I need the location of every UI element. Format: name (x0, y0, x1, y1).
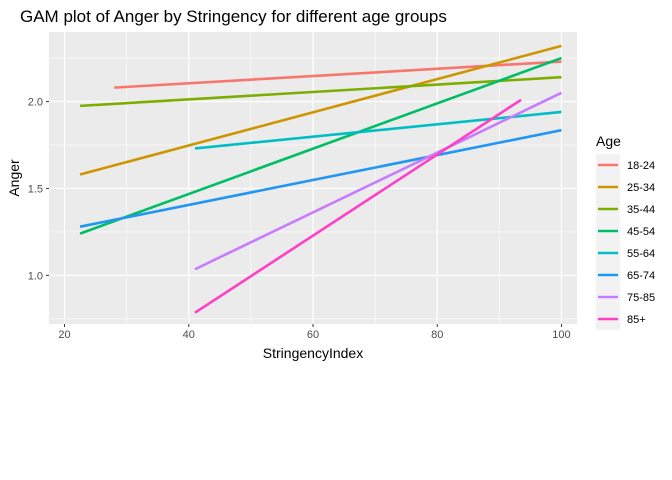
legend-label-85+: 85+ (627, 314, 646, 326)
legend-label-25-34: 25-34 (627, 182, 655, 194)
series-line-65-74 (79, 128, 562, 228)
y-axis-title: Anger (6, 159, 22, 197)
x-tick-label: 40 (183, 329, 195, 341)
series-line-45-54 (79, 56, 562, 235)
legend: Age 18-24 25-34 35-44 45-54 55-64 65-74 75-85 8… (596, 133, 655, 330)
legend-label-65-74: 65-74 (627, 270, 655, 282)
legend-label-45-54: 45-54 (627, 226, 655, 238)
legend-label-75-85: 75-85 (627, 292, 655, 304)
chart-title: GAM plot of Anger by Stringency for diff… (20, 7, 447, 26)
legend-key-background (596, 154, 620, 330)
y-tick-label: 2.0 (28, 97, 43, 109)
series-line-85+ (194, 98, 522, 314)
series-line-55-64 (194, 110, 562, 150)
legend-label-35-44: 35-44 (627, 204, 655, 216)
series-lines (79, 44, 563, 314)
series-line-25-34 (79, 44, 562, 176)
x-axis: 20 40 60 80 100 (58, 324, 571, 341)
series-line-35-44 (79, 75, 562, 108)
x-tick-label: 20 (58, 329, 70, 341)
y-tick-label: 1.5 (28, 183, 43, 195)
x-tick-label: 100 (552, 329, 570, 341)
series-line-75-85 (194, 91, 563, 271)
x-axis-title: StringencyIndex (263, 345, 363, 361)
y-tick-label: 1.0 (28, 270, 43, 282)
y-axis: 1.0 1.5 2.0 (28, 97, 49, 282)
x-tick-label: 80 (431, 329, 443, 341)
legend-title: Age (596, 133, 621, 149)
x-tick-label: 60 (307, 329, 319, 341)
legend-label-55-64: 55-64 (627, 248, 655, 260)
legend-label-18-24: 18-24 (627, 160, 655, 172)
